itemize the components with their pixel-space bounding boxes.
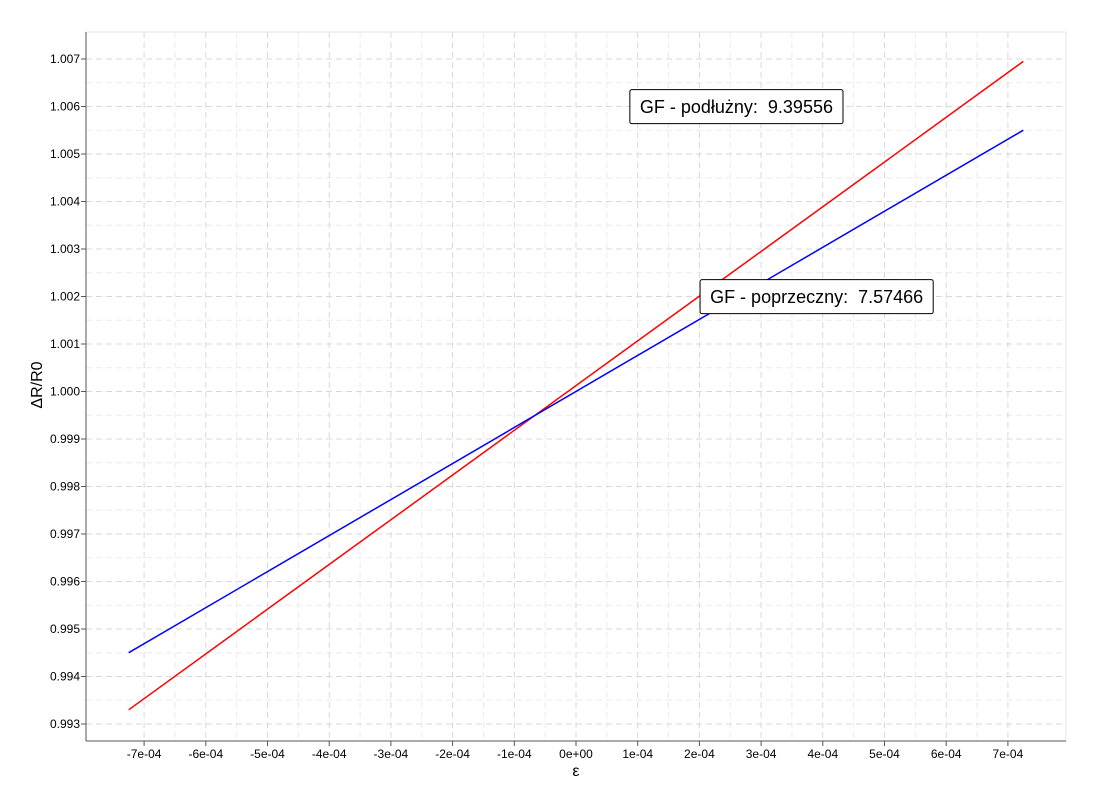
x-tick-label: 1e-04 [622,747,653,761]
y-tick-label: 0.995 [50,622,80,636]
series-line-2 [128,129,1024,654]
y-tick-label: 0.998 [50,480,80,494]
annotation-value: 9.39556 [768,97,833,117]
axes: -7e-04 -6e-04 -5e-04 -4e-04 -3e-04 -2e-04 -1e-… [50,31,1067,761]
annotation-text: GF - podłużny: 9.39556 [640,97,833,117]
x-tick-label: 0e+00 [559,747,593,761]
x-tick-label: -6e-04 [188,747,223,761]
y-tick-label: 1.001 [50,337,80,351]
series-group [128,60,1024,711]
x-tick-label: -1e-04 [497,747,532,761]
x-tick-label: -4e-04 [312,747,347,761]
x-tick-label: 4e-04 [807,747,838,761]
x-tick-label: -3e-04 [374,747,409,761]
annotation-label: GF - poprzeczny: [710,287,858,307]
y-tick-label: 1.003 [50,242,80,256]
series-line-1 [128,60,1024,711]
x-tick-label: 7e-04 [993,747,1024,761]
x-tick-label: -5e-04 [250,747,285,761]
y-tick-label: 0.994 [50,670,80,684]
y-tick-label: 1.002 [50,290,80,304]
y-tick-label: 1.006 [50,100,80,114]
y-tick-label: 0.999 [50,432,80,446]
x-tick-label: 2e-04 [684,747,715,761]
y-tick-label: 1.007 [50,52,80,66]
y-tick-label: 0.993 [50,717,80,731]
y-tick-label: 1.000 [50,385,80,399]
annotations: GF - podłużny: 9.39556 GF - poprzeczny: 7… [629,89,934,315]
grid [86,32,1066,741]
y-tick-label: 1.004 [50,195,80,209]
y-tick-label: 0.997 [50,527,80,541]
annotation-2: GF - poprzeczny: 7.57466 [699,279,934,315]
x-tick-label: 6e-04 [931,747,962,761]
annotation-box [629,89,844,125]
annotation-1: GF - podłużny: 9.39556 [629,89,844,125]
annotation-label: GF - podłużny: [640,97,768,117]
x-axis-label: ε [572,763,579,780]
x-tick-label: 3e-04 [746,747,777,761]
x-tick-label: -7e-04 [127,747,162,761]
y-tick-label: 0.996 [50,575,80,589]
annotation-text: GF - poprzeczny: 7.57466 [710,287,923,307]
y-tick-label: 1.005 [50,147,80,161]
x-tick-label: -2e-04 [435,747,470,761]
annotation-value: 7.57466 [858,287,923,307]
annotation-box [699,279,934,315]
x-tick-label: 5e-04 [869,747,900,761]
y-axis-label: ΔR/R0 [29,361,46,408]
